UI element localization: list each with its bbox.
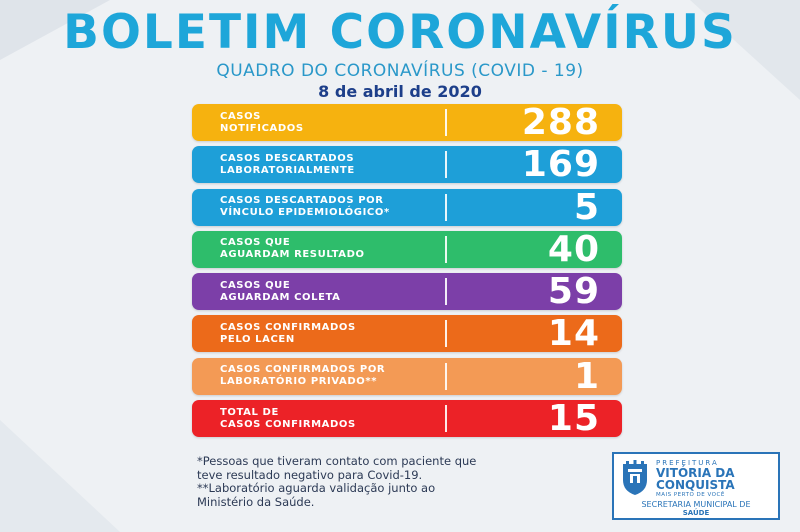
footnotes: *Pessoas que tiveram contato com pacient… xyxy=(197,454,597,509)
row-value: 15 xyxy=(547,398,600,440)
page-title: BOLETIM CORONAVÍRUS xyxy=(63,5,737,60)
row-label: CASOS DESCARTADOS POR VÍNCULO EPIDEMIOLÓ… xyxy=(220,195,390,219)
row-descartados-vinculo: CASOS DESCARTADOS POR VÍNCULO EPIDEMIOLÓ… xyxy=(192,186,622,228)
row-descartados-lab: CASOS DESCARTADOS LABORATORIALMENTE 169 xyxy=(192,144,622,186)
report-date: 8 de abril de 2020 xyxy=(318,82,482,101)
row-value: 14 xyxy=(547,313,600,355)
logo-city-line2: CONQUISTA xyxy=(656,478,735,492)
row-divider xyxy=(445,151,447,179)
row-label: CASOS QUE AGUARDAM COLETA xyxy=(220,279,341,303)
page-subtitle: QUADRO DO CORONAVÍRUS (COVID - 19) xyxy=(216,61,584,81)
city-crest-icon xyxy=(623,460,647,495)
logo-secretaria: SECRETARIA MUNICIPAL DE xyxy=(641,500,751,509)
prefeitura-logo: PREFEITURA VITÓRIA DA CONQUISTA MAIS PER… xyxy=(612,452,780,520)
row-label: CASOS DESCARTADOS LABORATORIALMENTE xyxy=(220,152,355,176)
footnote-2: **Laboratório aguarda validação junto ao… xyxy=(197,481,436,509)
row-aguardam-coleta: CASOS QUE AGUARDAM COLETA 59 xyxy=(192,271,622,313)
row-value: 1 xyxy=(573,355,600,397)
row-value: 5 xyxy=(573,186,600,228)
row-value: 169 xyxy=(521,144,600,186)
row-label: CASOS QUE AGUARDAM RESULTADO xyxy=(220,237,365,261)
row-divider xyxy=(445,278,447,306)
row-total-confirmados: TOTAL DE CASOS CONFIRMADOS 15 xyxy=(192,398,622,440)
logo-prefeitura: PREFEITURA xyxy=(656,459,719,467)
row-notificados: CASOS NOTIFICADOS 288 xyxy=(192,104,622,141)
row-divider xyxy=(445,109,447,136)
row-label: CASOS CONFIRMADOS POR LABORATÓRIO PRIVAD… xyxy=(220,364,386,388)
row-confirmados-privado: CASOS CONFIRMADOS POR LABORATÓRIO PRIVAD… xyxy=(192,355,622,397)
row-value: 59 xyxy=(547,271,600,313)
row-label: CASOS CONFIRMADOS PELO LACEN xyxy=(220,321,356,345)
logo-saude: SAÚDE xyxy=(682,509,710,517)
row-confirmados-lacen: CASOS CONFIRMADOS PELO LACEN 14 xyxy=(192,313,622,355)
row-divider xyxy=(445,320,447,348)
logo-tagline: MAIS PERTO DE VOCÊ xyxy=(656,492,725,498)
row-divider xyxy=(445,235,447,263)
row-divider xyxy=(445,193,447,221)
case-table: CASOS NOTIFICADOS 288 CASOS DESCARTADOS … xyxy=(192,104,622,442)
row-divider xyxy=(445,405,447,433)
row-aguardam-resultado: CASOS QUE AGUARDAM RESULTADO 40 xyxy=(192,228,622,270)
row-divider xyxy=(445,362,447,390)
row-value: 288 xyxy=(521,102,600,143)
row-value: 40 xyxy=(547,228,600,270)
row-label: CASOS NOTIFICADOS xyxy=(220,110,304,134)
footnote-1: *Pessoas que tiveram contato com pacient… xyxy=(197,454,477,482)
logo-city-line1: VITÓRIA DA xyxy=(656,466,735,480)
row-label: TOTAL DE CASOS CONFIRMADOS xyxy=(220,406,356,430)
